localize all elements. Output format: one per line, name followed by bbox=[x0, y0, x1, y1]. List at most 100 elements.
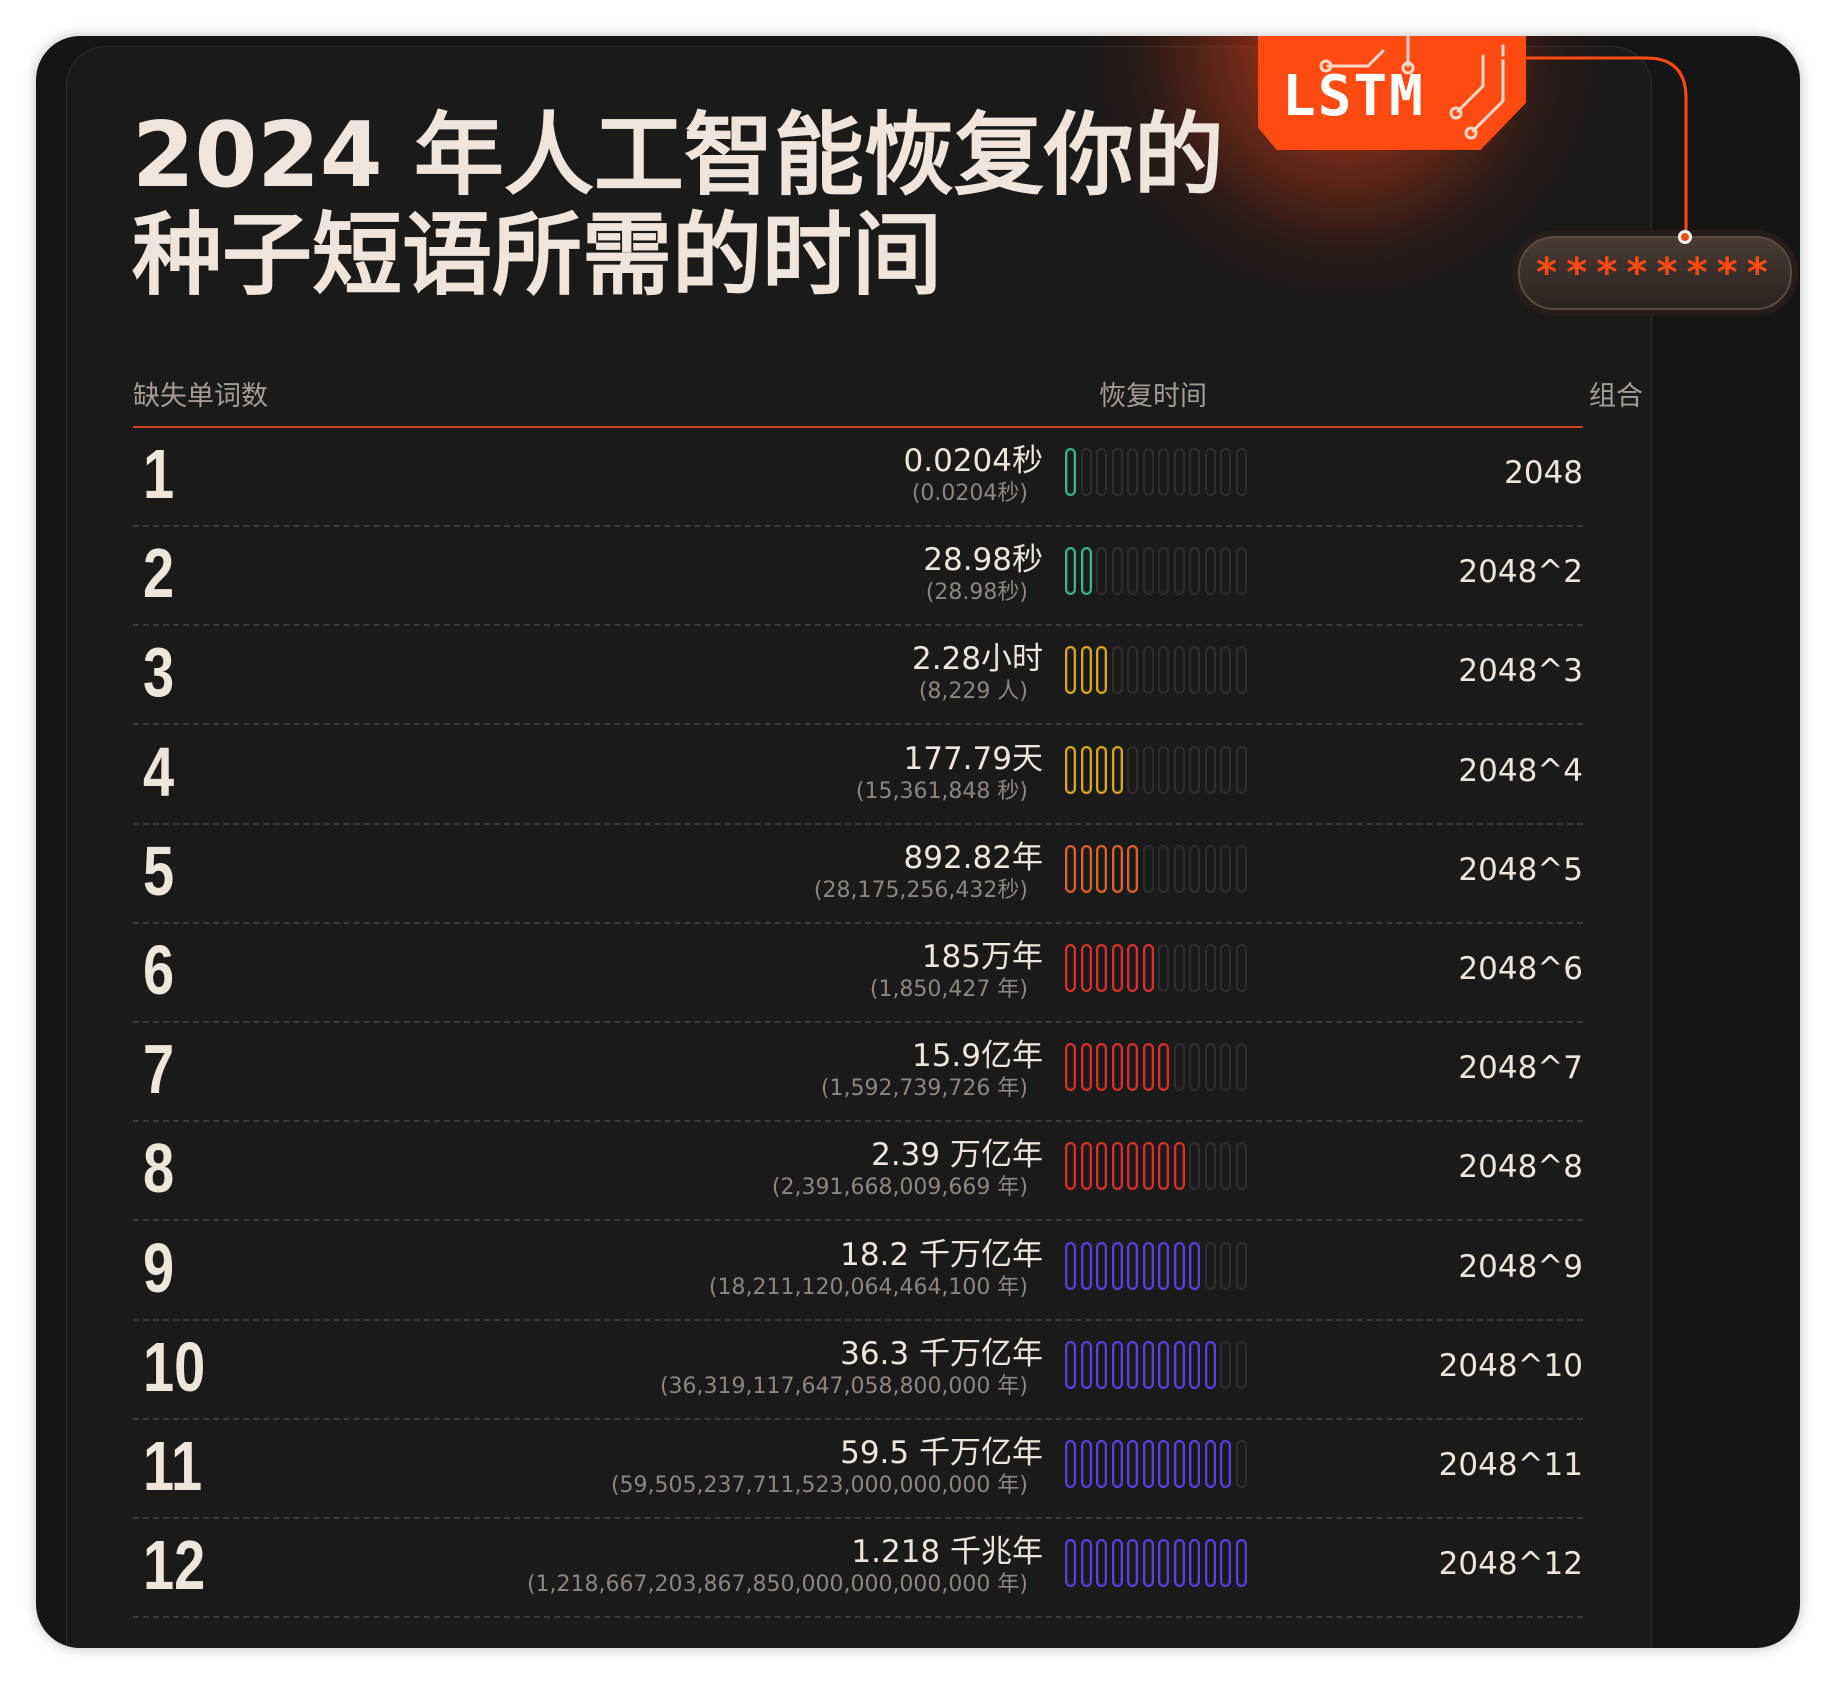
recovery-time-detail: (28,175,256,432秒) bbox=[813, 877, 1028, 903]
header-recovery-time: 恢复时间 bbox=[1099, 381, 1207, 412]
password-field: ******** bbox=[1518, 236, 1792, 310]
meter-bar-empty bbox=[1204, 1043, 1216, 1092]
combinations-value: 2048^3 bbox=[1458, 653, 1583, 690]
meter-bar-empty bbox=[1235, 1142, 1247, 1191]
strength-meter bbox=[1065, 1340, 1295, 1393]
recovery-time-detail: (59,505,237,711,523,000,000,000 年) bbox=[610, 1473, 1028, 1498]
meter-bar-empty bbox=[1189, 547, 1200, 596]
meter-bar-filled bbox=[1111, 1340, 1123, 1389]
meter-bar-filled bbox=[1158, 1340, 1169, 1389]
meter-bar-filled bbox=[1080, 1241, 1092, 1290]
table-row: 8 2.39 万亿年 (2,391,668,009,669 年) 2048^8 bbox=[133, 1122, 1583, 1222]
meter-bar-empty bbox=[1173, 547, 1185, 596]
lstm-label: LSTM bbox=[1282, 64, 1425, 129]
meter-bar-empty bbox=[1235, 1241, 1247, 1290]
recovery-time: 892.82年 bbox=[903, 839, 1043, 876]
meter-bar-empty bbox=[1158, 646, 1169, 695]
meter-bar-empty bbox=[1096, 448, 1107, 496]
table-row: 2 28.98秒 (28.98秒) 2048^2 bbox=[133, 527, 1583, 627]
meter-bar-empty bbox=[1204, 448, 1216, 496]
connector-wire bbox=[1496, 56, 1688, 242]
meter-bar-empty bbox=[1235, 1440, 1247, 1488]
table-body: 1 0.0204秒 (0.0204秒) 2048 2 28.98秒 (28.98秒) 2048… bbox=[36, 36, 1800, 1648]
combinations-value: 2048^6 bbox=[1458, 951, 1583, 987]
meter-bar-filled bbox=[1080, 944, 1092, 992]
lstm-badge: LSTM bbox=[1258, 36, 1526, 150]
meter-bar-filled bbox=[1096, 745, 1107, 794]
meter-bar-filled bbox=[1127, 944, 1138, 992]
meter-bar-empty bbox=[1173, 944, 1185, 992]
meter-bar-filled bbox=[1111, 1043, 1123, 1092]
meter-bar-filled bbox=[1080, 844, 1092, 893]
password-mask: ******** bbox=[1534, 250, 1776, 296]
meter-bar-filled bbox=[1111, 1241, 1123, 1290]
strength-meter bbox=[1065, 1539, 1295, 1591]
meter-bar-filled bbox=[1096, 844, 1107, 893]
recovery-time: 177.79天 bbox=[903, 740, 1043, 777]
meter-bar-filled bbox=[1158, 1539, 1169, 1588]
missing-word-count: 12 bbox=[143, 1526, 206, 1605]
strength-meter bbox=[1065, 1241, 1295, 1294]
meter-bar-empty bbox=[1127, 547, 1138, 596]
meter-bar-empty bbox=[1173, 448, 1185, 496]
meter-bar-filled bbox=[1096, 1241, 1107, 1290]
meter-bar-filled bbox=[1142, 1340, 1154, 1389]
meter-bar-filled bbox=[1096, 1539, 1107, 1588]
meter-bar-filled bbox=[1158, 1241, 1169, 1290]
table-row: 6 185万年 (1,850,427 年) 2048^6 bbox=[133, 924, 1583, 1023]
combinations-value: 2048^11 bbox=[1438, 1447, 1583, 1483]
meter-bar-filled bbox=[1065, 1440, 1076, 1488]
meter-bar-filled bbox=[1235, 1539, 1247, 1588]
combinations-value: 2048^7 bbox=[1458, 1050, 1583, 1087]
recovery-time-detail: (36,319,117,647,058,800,000 年) bbox=[659, 1373, 1028, 1399]
meter-bar-empty bbox=[1235, 547, 1247, 596]
combinations-value: 2048^12 bbox=[1438, 1546, 1583, 1583]
meter-bar-filled bbox=[1080, 1539, 1092, 1588]
meter-bar-empty bbox=[1235, 1340, 1247, 1389]
meter-bar-filled bbox=[1080, 1440, 1092, 1488]
meter-bar-filled bbox=[1096, 1043, 1107, 1092]
row-divider bbox=[133, 1219, 1583, 1222]
meter-bar-empty bbox=[1189, 1043, 1200, 1092]
strength-meter bbox=[1065, 646, 1295, 698]
meter-bar-empty bbox=[1142, 547, 1154, 596]
meter-bar-empty bbox=[1127, 448, 1138, 496]
meter-bar-empty bbox=[1111, 646, 1123, 695]
missing-word-count: 3 bbox=[143, 633, 175, 712]
missing-word-count: 7 bbox=[143, 1030, 175, 1109]
meter-bar-filled bbox=[1158, 1440, 1169, 1488]
meter-bar-empty bbox=[1173, 646, 1185, 695]
recovery-time: 2.28小时 bbox=[911, 641, 1043, 678]
missing-word-count: 8 bbox=[143, 1129, 175, 1208]
meter-bar-filled bbox=[1065, 448, 1076, 496]
recovery-time: 1.218 千兆年 bbox=[851, 1534, 1043, 1571]
recovery-time: 59.5 千万亿年 bbox=[840, 1435, 1043, 1471]
recovery-time: 28.98秒 bbox=[923, 542, 1043, 579]
meter-bar-empty bbox=[1220, 448, 1231, 496]
meter-bar-filled bbox=[1065, 1241, 1076, 1290]
meter-bar-filled bbox=[1065, 944, 1076, 992]
meter-bar-filled bbox=[1111, 1539, 1123, 1588]
meter-bar-filled bbox=[1080, 1142, 1092, 1191]
meter-bar-filled bbox=[1158, 1142, 1169, 1191]
recovery-time: 15.9亿年 bbox=[911, 1038, 1043, 1075]
meter-bar-filled bbox=[1080, 1043, 1092, 1092]
strength-meter bbox=[1065, 547, 1295, 599]
meter-bar-filled bbox=[1158, 1043, 1169, 1092]
row-divider bbox=[133, 624, 1583, 627]
meter-bar-filled bbox=[1065, 547, 1076, 596]
meter-bar-filled bbox=[1111, 844, 1123, 893]
missing-word-count: 10 bbox=[143, 1327, 206, 1406]
meter-bar-empty bbox=[1127, 745, 1138, 794]
meter-bar-empty bbox=[1204, 547, 1216, 596]
meter-bar-filled bbox=[1204, 1340, 1216, 1389]
meter-bar-empty bbox=[1220, 944, 1231, 992]
recovery-time-detail: (1,850,427 年) bbox=[869, 977, 1028, 1002]
row-divider bbox=[133, 723, 1583, 726]
meter-bar-empty bbox=[1189, 944, 1200, 992]
meter-bar-filled bbox=[1096, 944, 1107, 992]
meter-bar-empty bbox=[1189, 1142, 1200, 1191]
meter-bar-filled bbox=[1220, 1440, 1231, 1488]
meter-bar-filled bbox=[1173, 1241, 1185, 1290]
meter-bar-filled bbox=[1142, 1241, 1154, 1290]
